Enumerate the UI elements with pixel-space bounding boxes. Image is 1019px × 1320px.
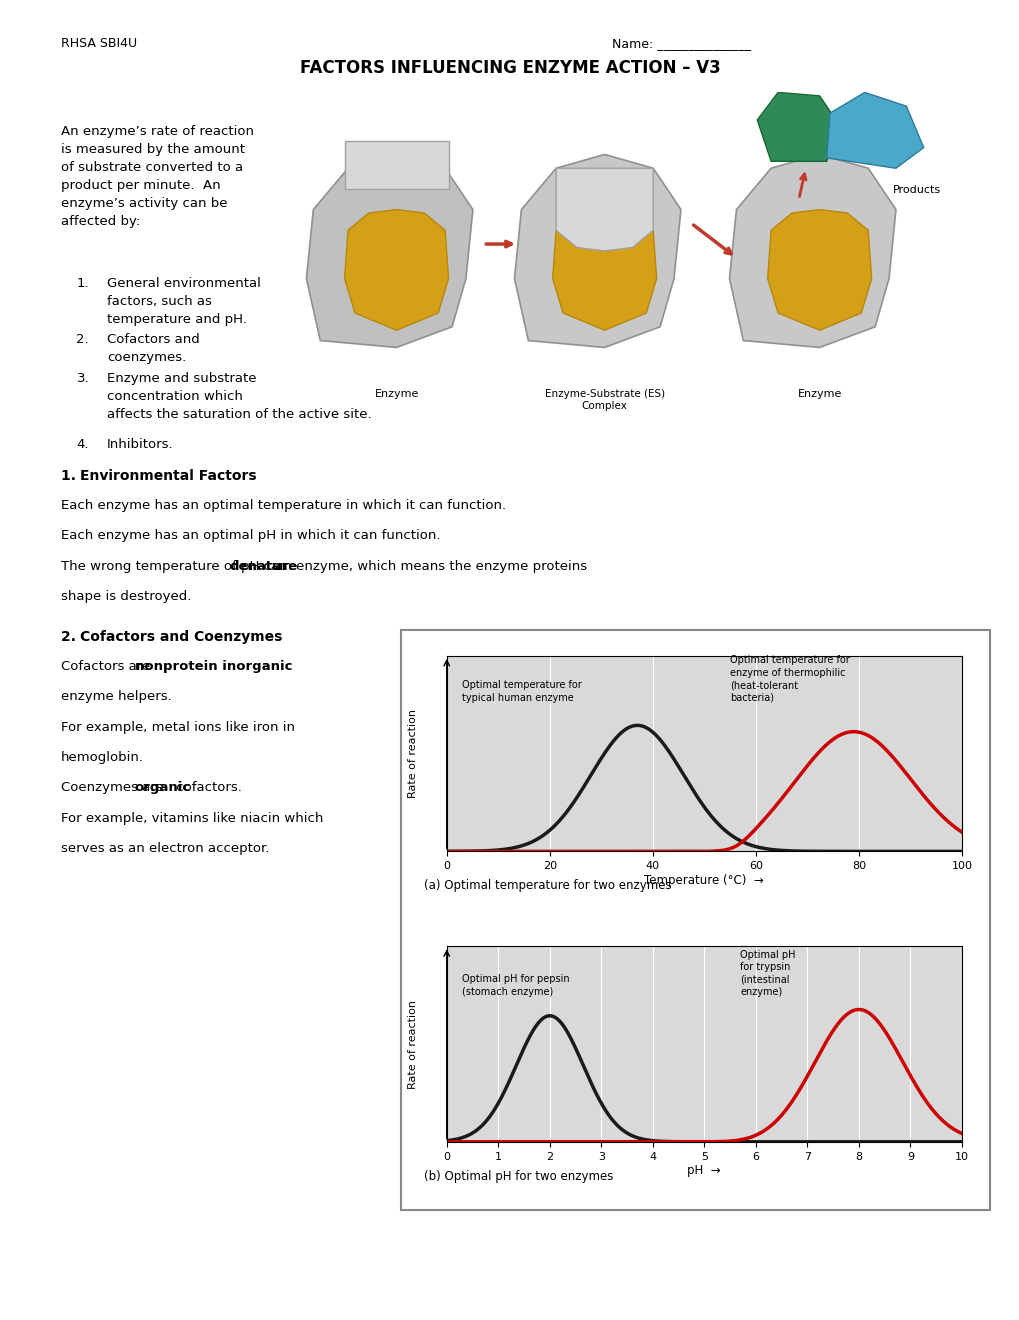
Text: An enzyme’s rate of reaction
is measured by the amount
of substrate converted to: An enzyme’s rate of reaction is measured… xyxy=(61,125,254,228)
Text: Cofactors and
coenzymes.: Cofactors and coenzymes. xyxy=(107,333,200,363)
Text: Enzyme and substrate
concentration which
affects the saturation of the active si: Enzyme and substrate concentration which… xyxy=(107,372,371,421)
Polygon shape xyxy=(344,210,448,330)
Text: Enzyme: Enzyme xyxy=(797,389,841,399)
Text: nonprotein inorganic: nonprotein inorganic xyxy=(135,660,292,673)
Text: Optimal pH
for trypsin
(intestinal
enzyme): Optimal pH for trypsin (intestinal enzym… xyxy=(740,949,795,997)
Text: organic: organic xyxy=(135,781,191,795)
Polygon shape xyxy=(767,210,871,330)
Polygon shape xyxy=(729,154,895,347)
Text: General environmental
factors, such as
temperature and pH.: General environmental factors, such as t… xyxy=(107,277,261,326)
Polygon shape xyxy=(514,154,681,347)
Text: Enzyme: Enzyme xyxy=(374,389,419,399)
Text: shape is destroyed.: shape is destroyed. xyxy=(61,590,192,603)
Polygon shape xyxy=(552,210,656,330)
Text: Each enzyme has an optimal pH in which it can function.: Each enzyme has an optimal pH in which i… xyxy=(61,529,440,543)
Text: For example, vitamins like niacin which: For example, vitamins like niacin which xyxy=(61,812,323,825)
Text: Cofactors and Coenzymes: Cofactors and Coenzymes xyxy=(79,630,281,644)
Text: cofactors.: cofactors. xyxy=(171,781,242,795)
Text: Each enzyme has an optimal temperature in which it can function.: Each enzyme has an optimal temperature i… xyxy=(61,499,505,512)
Text: Coenzymes are: Coenzymes are xyxy=(61,781,168,795)
Text: Inhibitors.: Inhibitors. xyxy=(107,438,173,451)
Polygon shape xyxy=(555,168,652,251)
Text: 1.: 1. xyxy=(61,469,81,483)
Text: Optimal temperature for
enzyme of thermophilic
(heat-tolerant
bacteria): Optimal temperature for enzyme of thermo… xyxy=(730,656,849,702)
Text: Cofactors are: Cofactors are xyxy=(61,660,155,673)
Text: 2.: 2. xyxy=(61,630,81,644)
Text: Environmental Factors: Environmental Factors xyxy=(79,469,256,483)
Text: 3.: 3. xyxy=(76,372,89,385)
Text: RHSA SBI4U: RHSA SBI4U xyxy=(61,37,138,50)
Text: 2.: 2. xyxy=(76,333,89,346)
Text: (a) Optimal temperature for two enzymes: (a) Optimal temperature for two enzymes xyxy=(424,879,672,892)
Text: Optimal temperature for
typical human enzyme: Optimal temperature for typical human en… xyxy=(462,680,582,702)
Text: Enzyme-Substrate (ES)
Complex: Enzyme-Substrate (ES) Complex xyxy=(544,389,664,412)
Text: hemoglobin.: hemoglobin. xyxy=(61,751,144,764)
Polygon shape xyxy=(825,92,923,168)
Text: denature: denature xyxy=(229,560,298,573)
Text: (b) Optimal pH for two enzymes: (b) Optimal pH for two enzymes xyxy=(424,1170,613,1183)
Text: The wrong temperature of pH can: The wrong temperature of pH can xyxy=(61,560,291,573)
Text: 4.: 4. xyxy=(76,438,89,451)
Text: FACTORS INFLUENCING ENZYME ACTION – V3: FACTORS INFLUENCING ENZYME ACTION – V3 xyxy=(300,59,719,78)
Polygon shape xyxy=(344,141,448,189)
Text: Optimal pH for pepsin
(stomach enzyme): Optimal pH for pepsin (stomach enzyme) xyxy=(462,974,570,997)
Y-axis label: Rate of reaction: Rate of reaction xyxy=(408,709,418,799)
Text: enzyme helpers.: enzyme helpers. xyxy=(61,690,172,704)
X-axis label: pH  →: pH → xyxy=(687,1164,720,1177)
X-axis label: Temperature (°C)  →: Temperature (°C) → xyxy=(644,874,763,887)
Text: Products: Products xyxy=(892,186,940,195)
Text: 1.: 1. xyxy=(76,277,89,290)
Polygon shape xyxy=(756,92,840,161)
Text: an enzyme, which means the enzyme proteins: an enzyme, which means the enzyme protei… xyxy=(271,560,587,573)
Polygon shape xyxy=(306,154,473,347)
Y-axis label: Rate of reaction: Rate of reaction xyxy=(408,999,418,1089)
Text: For example, metal ions like iron in: For example, metal ions like iron in xyxy=(61,721,294,734)
Text: serves as an electron acceptor.: serves as an electron acceptor. xyxy=(61,842,269,855)
Text: Name: _______________: Name: _______________ xyxy=(611,37,750,50)
